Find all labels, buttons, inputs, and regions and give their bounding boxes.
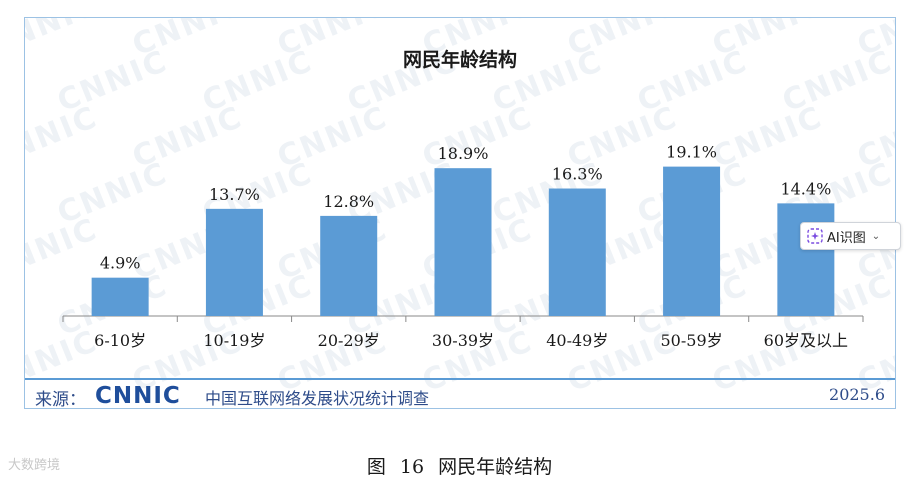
survey-name: 中国互联网络发展状况统计调查 xyxy=(205,389,430,408)
data-label-3: 12.8% xyxy=(323,192,374,211)
footer-rule xyxy=(25,378,895,380)
data-label-6: 19.1% xyxy=(666,143,717,162)
data-label-1: 4.9% xyxy=(100,254,141,273)
figure-caption: 图 16 网民年龄结构 xyxy=(0,452,919,479)
data-label-5: 16.3% xyxy=(552,165,603,184)
brand-watermark: 大数跨境 xyxy=(8,458,61,473)
bar-7 xyxy=(777,203,835,316)
footer: 来源： CNNIC 中国互联网络发展状况统计调查 2025.6 xyxy=(25,383,895,409)
category-label-5: 40-49岁 xyxy=(546,331,608,350)
bar-chart: 4.9% 6-10岁 13.7% 10-19岁 12.8% 20-29岁 18.9% 30-3… xyxy=(62,143,864,350)
caption-text: 网民年龄结构 xyxy=(438,456,553,478)
category-label-7: 60岁及以上 xyxy=(764,331,848,350)
caption-prefix: 图 xyxy=(366,456,386,478)
ai-image-recognition-button[interactable]: AI识图 ⌄ xyxy=(800,222,901,250)
data-label-7: 14.4% xyxy=(780,179,831,198)
bar-2 xyxy=(205,208,263,316)
source-label: 来源： xyxy=(35,390,86,409)
data-label-4: 18.9% xyxy=(438,144,489,163)
caption-number: 16 xyxy=(399,456,425,478)
bar-5 xyxy=(548,188,606,316)
bar-4 xyxy=(434,168,492,316)
chevron-down-icon[interactable]: ⌄ xyxy=(871,230,881,242)
bar-3 xyxy=(320,215,378,316)
chart-frame: CNNIC CNNIC CNNIC CNNIC CNNIC CNNIC CNNIC CNNIC… xyxy=(24,17,896,409)
category-label-1: 6-10岁 xyxy=(94,331,146,350)
ai-button-label: AI识图 xyxy=(827,230,866,246)
data-label-2: 13.7% xyxy=(209,185,260,204)
cnnic-logo: CNNIC xyxy=(95,383,181,409)
category-label-6: 50-59岁 xyxy=(661,331,723,350)
report-date: 2025.6 xyxy=(829,385,885,404)
category-label-4: 30-39岁 xyxy=(432,331,494,350)
ai-sparkle-icon xyxy=(807,228,823,244)
bar-1 xyxy=(91,277,149,316)
chart-title: 网民年龄结构 xyxy=(402,49,517,71)
bar-6 xyxy=(663,166,721,316)
category-label-3: 20-29岁 xyxy=(318,331,380,350)
category-label-2: 10-19岁 xyxy=(203,331,265,350)
